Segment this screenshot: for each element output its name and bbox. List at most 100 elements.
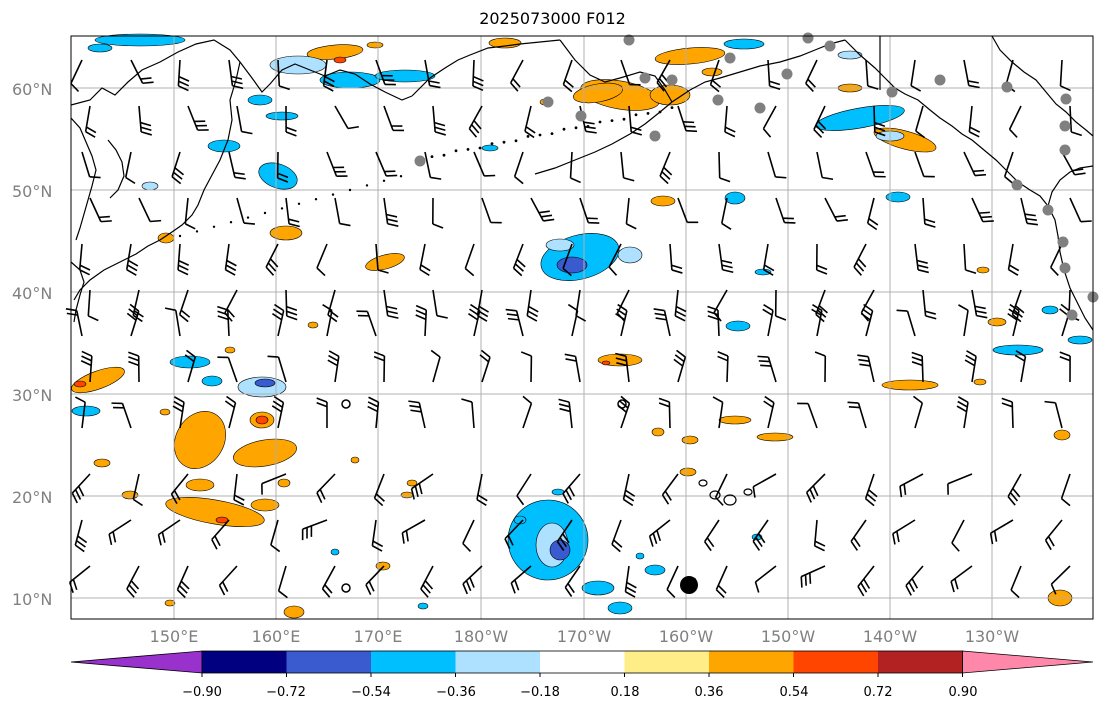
wind-barb-staff [277,356,287,383]
wind-barb-flag [1061,497,1071,507]
wind-barb-flag [809,488,816,500]
wind-barb-flag [1015,350,1026,358]
longitude-labels: 150°E 160°E 170°E 180°W 170°W 160°W 150°… [150,627,1020,646]
wind-barb-flag [559,537,568,548]
typhoon-center-marker [680,576,698,594]
wind-barb-staff [677,197,688,223]
hawaii-island [698,479,708,487]
wind-barb-flag [286,305,298,311]
wind-barb-flag [989,533,994,545]
island [538,133,542,137]
wind-barb-flag [911,361,923,367]
wind-barb-flag [1050,583,1057,595]
wind-barb-flag [386,310,398,315]
wind-barb-flag [387,222,399,227]
lon-label: 150°E [150,627,199,646]
wind-barb-flag [273,308,284,316]
wind-barb-flag [184,223,196,230]
wind-barb-flag [564,79,574,88]
wind-barb-flag [285,126,297,132]
colorbar-tick-label: −0.90 [182,685,222,700]
wind-barb-flag [800,576,803,588]
wind-barb-flag [656,530,662,542]
lon-label: 170°E [354,627,403,646]
wind-barb-flag [874,126,886,132]
wind-barb-flag [812,485,819,497]
wind-barb-flag [328,309,339,318]
wind-barb-flag [584,125,596,130]
positive-field [406,479,418,487]
wind-barb-flag [478,305,489,313]
wind-barb-flag [855,262,865,272]
lon-label: 180°W [454,627,509,646]
wind-barb-flag [974,305,986,310]
island [454,149,458,153]
wind-barb-flag [217,305,229,311]
wind-barb-flag [387,314,399,319]
wind-barb-flag [570,177,581,184]
wind-barb-flag [327,359,338,367]
wind-barb-flag [375,493,385,502]
island [658,110,662,114]
wind-barb-flag [859,363,871,367]
wind-barb-flag [868,489,878,498]
wind-barb-flag [347,125,359,130]
wind-barb-flag [975,310,987,314]
positive-field [174,411,226,469]
wind-barb-staff [270,519,279,546]
station-dot [1066,309,1078,321]
station-dot [1011,179,1023,191]
wind-barb-flag [522,395,532,405]
wind-barb-flag [514,263,524,272]
wind-barb-flag [79,269,90,276]
wind-barb-staff [865,59,869,86]
wind-barb-flag [675,305,687,313]
wind-barb-flag [462,542,472,552]
colorbar-segment [286,651,372,673]
wind-barb-flag [221,581,229,592]
island [574,126,578,130]
wind-barb-flag [129,303,140,312]
wind-barb-flag [618,400,629,409]
wind-barb-flag [836,219,848,222]
wind-barb-flag [180,580,190,590]
wind-barb-flag [860,582,868,593]
wind-barb-flag [754,581,760,593]
wind-barb-flag [615,357,627,362]
negative-field [551,488,565,496]
positive-field [650,195,676,207]
wind-barb-flag [85,130,96,138]
wind-barb-flag [125,176,136,185]
wind-barb-flag [538,210,550,214]
wind-barb-flag [905,585,912,596]
wind-barb-staff [1010,565,1022,591]
wind-barb-flag [565,489,573,501]
colorbar-tick-label: 0.72 [864,685,893,700]
coastline [107,139,125,199]
wind-barb-flag [288,218,300,223]
island [212,225,216,228]
coastline [411,39,561,97]
wind-barb-flag [567,303,578,312]
wind-barb-flag [81,350,93,357]
hawaii-island [743,488,753,496]
positive-field [185,478,215,492]
wind-barb-flag [126,268,137,276]
wind-barb-flag [140,121,152,127]
island [526,135,530,138]
positive-field [164,599,176,607]
island [670,106,674,109]
negative-field [644,564,666,576]
wind-barb-flag [674,315,686,322]
lat-label: 60°N [12,80,52,99]
wind-barb-flag [993,530,998,542]
positive-field [283,605,305,619]
wind-barb-flag [564,586,573,597]
wind-barb-flag [673,358,684,367]
wind-barb-flag [626,581,637,589]
wind-barb-flag [866,493,877,502]
wind-barb-staff [754,565,777,583]
wind-barb-flag [861,308,872,317]
wind-barb-flag [1025,217,1037,221]
